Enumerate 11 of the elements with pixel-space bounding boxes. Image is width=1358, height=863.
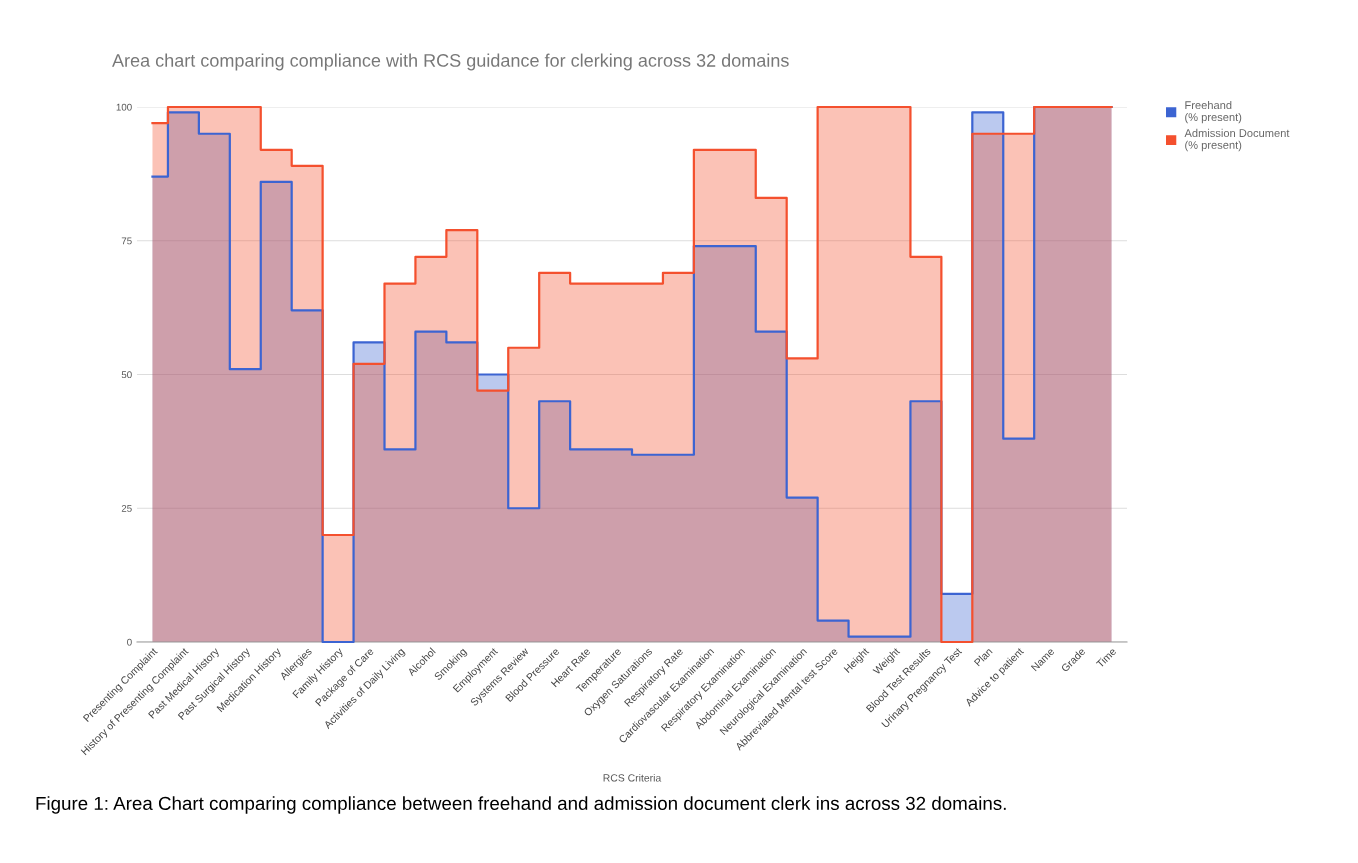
legend-label: Admission Document (% present): [1184, 128, 1290, 152]
x-tick-label: Plan: [973, 647, 993, 667]
caption: Figure 1: Area Chart comparing compliance between freehand and admission document clerk ins across 32 domains.: [36, 796, 1006, 814]
x-axis-title: RCS Criteria: [603, 773, 662, 782]
y-tick-label: 75: [121, 237, 132, 245]
y-tick-label: 25: [121, 504, 132, 512]
y-tick-label: 50: [121, 371, 132, 379]
y-tick-label: 100: [116, 103, 132, 111]
chart-title: Area chart comparing compliance with RCS guidance for clerking across 32 domains: [112, 53, 789, 71]
legend-label: Freehand (% present): [1185, 100, 1242, 124]
y-tick-label: 0: [127, 638, 132, 646]
